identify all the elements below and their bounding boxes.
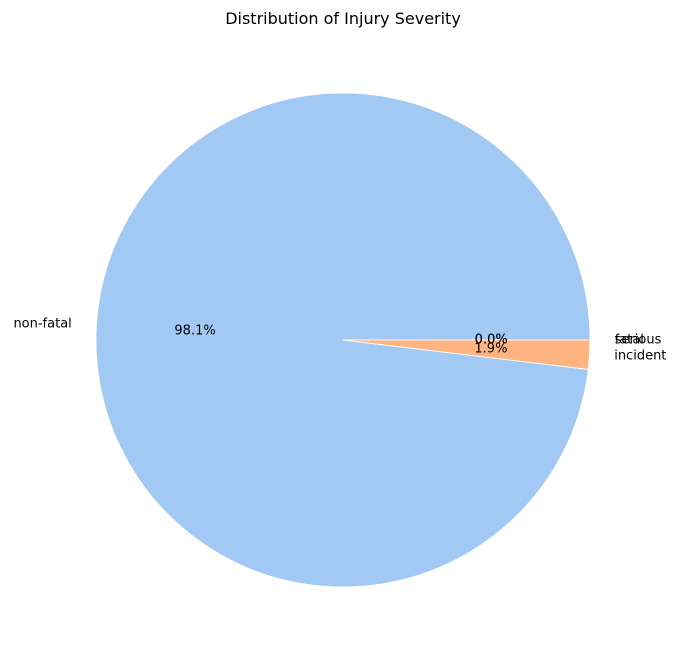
pie-slices [95,92,591,588]
percent-label-non-fatal: 98.1% [174,324,215,339]
slice-label-incident: incident [614,349,666,364]
slice-label-fatal: fatal [615,333,644,348]
slice-label-non-fatal: non-fatal [13,316,71,331]
pie-slice-incident [342,339,591,370]
percent-label-incident: 1.9% [474,341,507,356]
slice-label-serious: serious [615,333,662,348]
pie-labels: non-fatal 98.1% incident 1.9% serious 0.0% fat… [13,316,666,363]
percent-label-fatal: 0.0% [475,333,508,348]
chart-title: Distribution of Injury Severity [225,9,461,28]
percent-label-serious: 0.0% [475,333,508,348]
